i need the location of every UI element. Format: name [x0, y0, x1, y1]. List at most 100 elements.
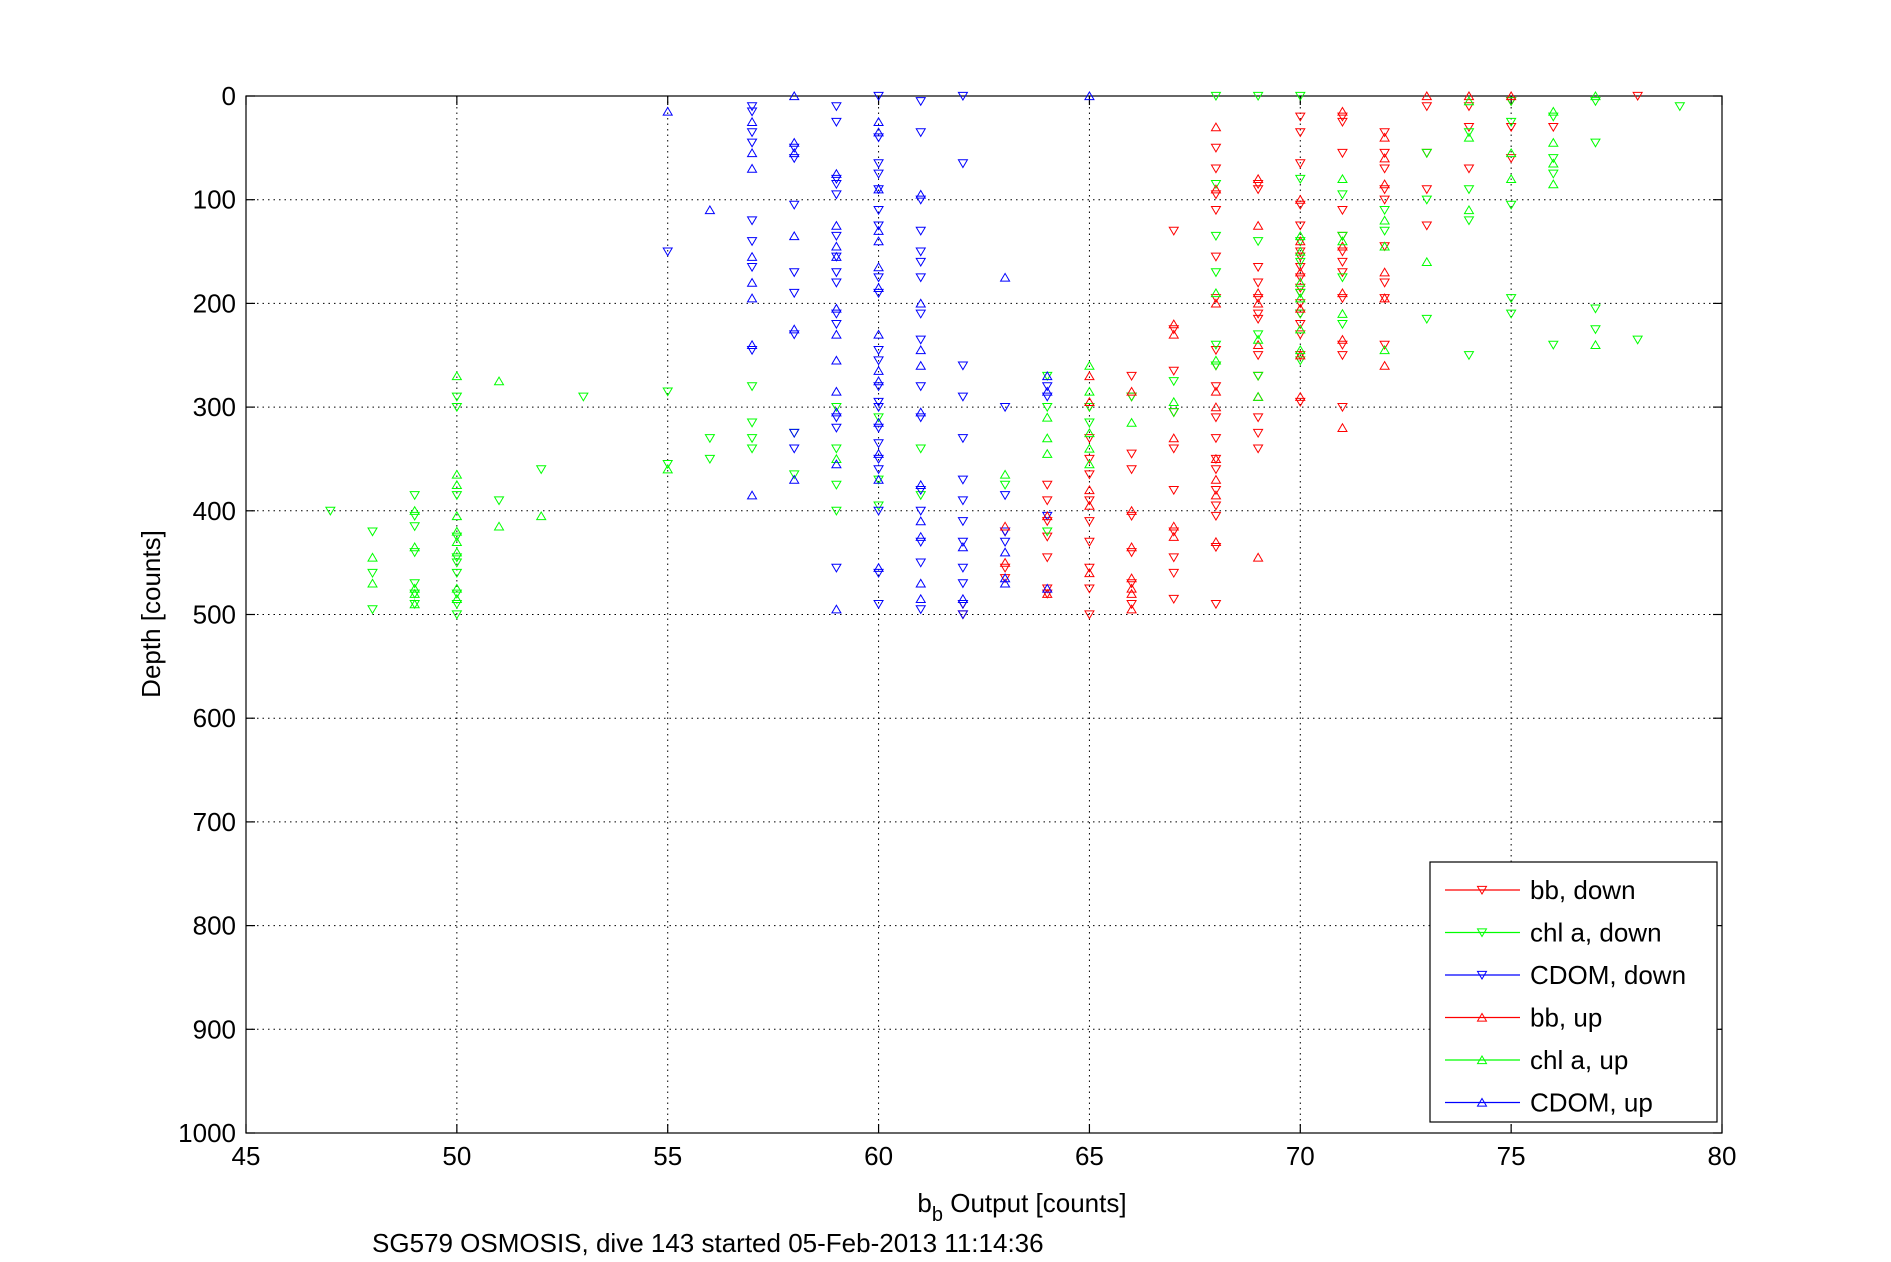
- data-point: [873, 127, 884, 137]
- data-point: [1337, 268, 1348, 278]
- data-point: [873, 288, 884, 299]
- data-point: [1294, 324, 1306, 334]
- data-point: [915, 335, 927, 345]
- y-tick-label: 500: [193, 600, 236, 630]
- data-point: [1126, 511, 1137, 522]
- data-point: [873, 423, 884, 433]
- data-point: [704, 434, 716, 444]
- data-point: [1337, 231, 1348, 242]
- data-point: [746, 128, 758, 138]
- data-point: [1210, 536, 1222, 547]
- data-point: [746, 434, 758, 444]
- data-point: [999, 272, 1011, 282]
- data-point: [1126, 449, 1137, 459]
- data-point: [1547, 123, 1559, 133]
- data-point: [1126, 579, 1137, 589]
- data-point: [999, 403, 1011, 413]
- data-point: [788, 90, 800, 101]
- legend-entry: CDOM, up: [1445, 1088, 1653, 1118]
- legend-label: chl a, up: [1530, 1045, 1628, 1075]
- data-point: [1590, 304, 1601, 314]
- y-axis-label: Depth [counts]: [136, 530, 166, 698]
- data-point: [873, 345, 884, 356]
- data-point: [915, 605, 927, 615]
- data-point: [451, 532, 463, 542]
- data-point: [831, 241, 842, 251]
- data-point: [451, 479, 463, 489]
- data-point: [1252, 351, 1264, 361]
- data-point: [831, 329, 842, 339]
- data-point: [831, 403, 842, 413]
- data-point: [1210, 184, 1222, 194]
- data-point: [957, 542, 969, 552]
- data-point: [788, 330, 800, 340]
- data-point: [662, 460, 674, 470]
- data-point: [746, 418, 758, 428]
- data-point: [873, 474, 884, 484]
- data-point: [1337, 403, 1348, 413]
- data-point: [1041, 403, 1053, 413]
- data-point: [1210, 434, 1222, 444]
- data-point: [873, 562, 884, 572]
- data-point: [1210, 345, 1222, 356]
- data-point: [788, 470, 800, 480]
- data-point: [1337, 273, 1348, 283]
- data-point: [1126, 417, 1137, 427]
- data-point: [1421, 195, 1433, 205]
- data-point: [788, 428, 800, 439]
- data-point: [1168, 527, 1180, 537]
- data-point: [1210, 485, 1222, 496]
- data-point: [831, 355, 842, 365]
- data-point: [873, 236, 884, 246]
- data-point: [915, 97, 927, 107]
- data-point: [1168, 226, 1180, 236]
- data-point: [1294, 309, 1306, 319]
- data-point: [746, 107, 758, 117]
- data-point: [409, 588, 421, 598]
- x-axis-label: bb Output [counts]: [917, 1188, 1126, 1226]
- data-point: [1337, 148, 1348, 159]
- data-point: [1252, 298, 1264, 308]
- data-point: [831, 604, 842, 614]
- data-point: [1168, 377, 1180, 387]
- data-point: [1252, 444, 1264, 454]
- data-point: [1084, 459, 1095, 469]
- data-point: [957, 517, 969, 527]
- data-point: [451, 392, 463, 402]
- data-point: [1126, 548, 1137, 558]
- x-tick-label: 80: [1708, 1141, 1737, 1171]
- data-point: [831, 102, 842, 112]
- data-point: [1210, 205, 1222, 216]
- data-point: [831, 444, 842, 454]
- data-point: [1632, 91, 1644, 102]
- data-point: [451, 589, 463, 599]
- data-point: [873, 413, 884, 423]
- data-point: [1084, 563, 1095, 573]
- data-point: [915, 226, 927, 236]
- data-point: [831, 506, 842, 516]
- data-point: [1379, 241, 1391, 251]
- data-point: [957, 593, 969, 604]
- data-point: [1337, 205, 1348, 216]
- data-point: [1294, 350, 1306, 360]
- data-point: [1337, 241, 1348, 251]
- data-point: [746, 345, 758, 356]
- data-point: [873, 225, 884, 235]
- data-point: [1252, 287, 1264, 298]
- data-point: [1252, 309, 1264, 319]
- data-point: [1041, 527, 1053, 537]
- data-point: [746, 339, 758, 349]
- data-point: [1168, 329, 1180, 339]
- data-point: [409, 491, 421, 501]
- data-point: [1337, 422, 1348, 432]
- data-point: [1294, 330, 1306, 340]
- data-point: [915, 407, 927, 417]
- data-point: [873, 403, 884, 413]
- data-point: [1210, 600, 1222, 610]
- data-point: [831, 423, 842, 433]
- data-point: [873, 397, 884, 407]
- data-point: [1210, 190, 1222, 200]
- data-point: [915, 593, 927, 604]
- data-point: [1294, 320, 1306, 330]
- data-point: [1041, 517, 1053, 527]
